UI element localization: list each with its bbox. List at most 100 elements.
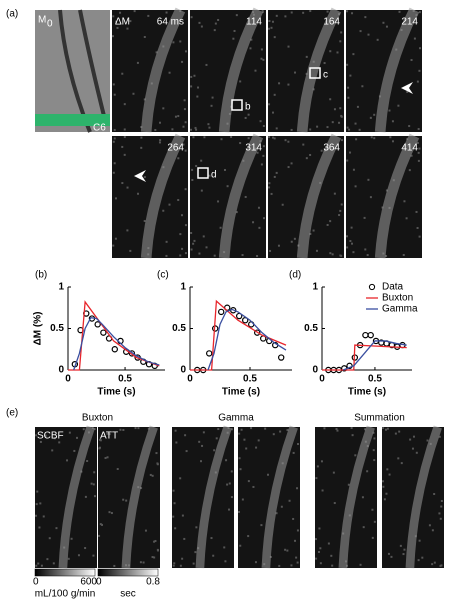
noise bbox=[294, 539, 297, 542]
noise bbox=[335, 428, 338, 431]
noise bbox=[235, 211, 238, 214]
noise bbox=[397, 104, 400, 107]
noise bbox=[198, 21, 201, 24]
noise bbox=[172, 564, 175, 567]
noise bbox=[259, 120, 262, 123]
noise bbox=[260, 57, 263, 60]
m0-image bbox=[35, 10, 110, 132]
noise bbox=[165, 254, 168, 257]
panel-label: (a) bbox=[6, 9, 18, 20]
noise bbox=[356, 105, 359, 108]
noise bbox=[184, 149, 187, 152]
colorbar bbox=[34, 568, 96, 577]
noise bbox=[296, 487, 299, 490]
noise bbox=[35, 503, 38, 506]
data-point bbox=[111, 346, 118, 353]
time-label: 264 bbox=[167, 143, 184, 154]
noise bbox=[333, 502, 336, 505]
noise bbox=[268, 20, 271, 23]
noise bbox=[46, 558, 49, 561]
noise bbox=[174, 429, 177, 432]
noise bbox=[268, 186, 271, 189]
noise bbox=[364, 428, 367, 431]
noise bbox=[183, 537, 186, 540]
noise bbox=[151, 556, 154, 559]
noise bbox=[312, 88, 315, 91]
noise bbox=[183, 99, 186, 102]
noise bbox=[323, 62, 326, 65]
noise bbox=[165, 11, 168, 14]
noise bbox=[275, 171, 278, 174]
label: M bbox=[38, 15, 46, 26]
noise bbox=[371, 508, 374, 511]
noise bbox=[181, 557, 184, 560]
data-point bbox=[278, 354, 285, 361]
noise bbox=[287, 140, 290, 143]
noise bbox=[230, 428, 233, 431]
noise bbox=[418, 11, 421, 14]
noise bbox=[254, 69, 257, 72]
noise bbox=[329, 252, 332, 255]
noise bbox=[317, 550, 320, 553]
noise bbox=[339, 209, 342, 212]
noise bbox=[239, 468, 242, 471]
noise bbox=[247, 113, 250, 116]
noise bbox=[168, 71, 171, 74]
noise bbox=[101, 523, 104, 526]
noise bbox=[249, 47, 252, 50]
noise bbox=[418, 47, 421, 50]
noise bbox=[198, 252, 201, 255]
noise bbox=[123, 153, 126, 156]
noise bbox=[312, 229, 315, 232]
label: ΔM bbox=[115, 17, 130, 28]
noise bbox=[48, 537, 51, 540]
noise bbox=[270, 26, 273, 29]
noise bbox=[240, 428, 243, 431]
noise bbox=[198, 440, 201, 443]
noise bbox=[184, 224, 187, 227]
map-label: SCBF bbox=[37, 431, 64, 442]
noise bbox=[195, 128, 198, 131]
noise bbox=[367, 33, 370, 36]
fit-line bbox=[207, 308, 287, 371]
noise bbox=[122, 498, 125, 501]
data-point bbox=[128, 350, 136, 357]
noise bbox=[113, 564, 116, 567]
arrowhead bbox=[401, 82, 413, 94]
noise bbox=[108, 433, 111, 436]
noise bbox=[385, 492, 388, 495]
noise bbox=[294, 71, 297, 74]
noise bbox=[373, 113, 376, 116]
legend-marker bbox=[368, 283, 376, 291]
noise bbox=[247, 535, 250, 538]
noise bbox=[230, 496, 233, 499]
noise bbox=[416, 226, 419, 229]
noise bbox=[210, 104, 213, 107]
noise bbox=[426, 439, 429, 442]
noise bbox=[389, 136, 392, 139]
colorbar-min: 0 bbox=[96, 577, 102, 588]
noise bbox=[302, 143, 305, 146]
noise bbox=[257, 439, 260, 442]
noise bbox=[77, 554, 80, 557]
noise bbox=[302, 11, 305, 14]
noise bbox=[418, 235, 421, 238]
noise bbox=[293, 237, 296, 240]
noise bbox=[35, 434, 38, 437]
noise bbox=[92, 554, 95, 557]
noise bbox=[174, 527, 177, 530]
noise bbox=[350, 226, 353, 229]
time-label: 314 bbox=[245, 143, 262, 154]
noise bbox=[387, 552, 390, 555]
noise bbox=[52, 562, 55, 565]
noise bbox=[400, 462, 403, 465]
noise bbox=[350, 427, 353, 430]
noise bbox=[346, 246, 349, 249]
noise bbox=[252, 485, 255, 488]
data-point bbox=[217, 308, 225, 316]
noise bbox=[405, 217, 408, 220]
noise bbox=[383, 498, 386, 501]
noise bbox=[338, 214, 341, 217]
noise bbox=[398, 10, 401, 13]
